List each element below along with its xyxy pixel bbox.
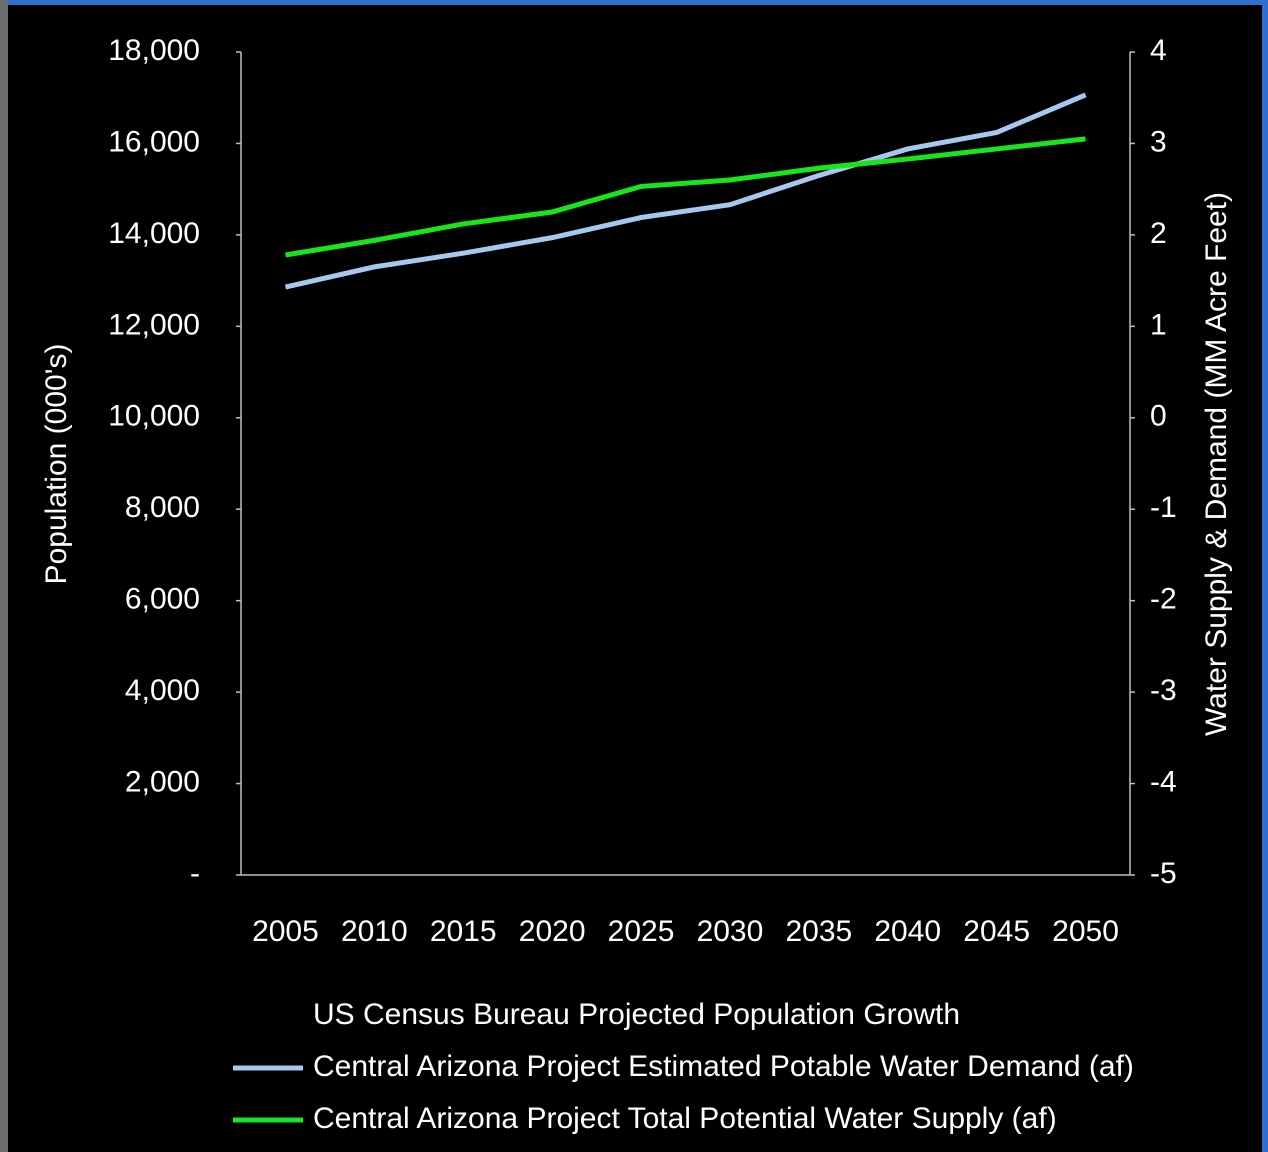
- x-tick-label: 2035: [785, 915, 852, 948]
- y-tick-label: 4,000: [125, 674, 200, 707]
- y-tick-label: 14,000: [108, 217, 200, 250]
- x-tick-label: 2015: [430, 915, 497, 948]
- y2-tick-label: -2: [1150, 583, 1177, 616]
- y2-tick-label: -5: [1150, 857, 1177, 890]
- frame-left: [0, 0, 8, 1152]
- y-tick-label: 10,000: [108, 400, 200, 433]
- y-tick-label: 2,000: [125, 765, 200, 798]
- y-tick-label: 18,000: [108, 34, 200, 67]
- y2-tick-label: 0: [1150, 400, 1167, 433]
- y-axis-label: Population (000's): [40, 344, 73, 585]
- x-tick-label: 2040: [874, 915, 941, 948]
- x-tick-label: 2030: [697, 915, 764, 948]
- series-line: [284, 92, 1087, 290]
- legend-label: US Census Bureau Projected Population Gr…: [313, 998, 960, 1031]
- x-tick-label: 2050: [1052, 915, 1119, 948]
- y-tick-label: 12,000: [108, 308, 200, 341]
- y2-tick-label: 1: [1150, 308, 1167, 341]
- y2-tick-label: 2: [1150, 217, 1167, 250]
- y2-tick-label: -3: [1150, 674, 1177, 707]
- x-tick-label: 2010: [341, 915, 408, 948]
- y2-tick-label: -4: [1150, 765, 1177, 798]
- y2-tick-label: 4: [1150, 34, 1167, 67]
- y2-axis-label: Water Supply & Demand (MM Acre Feet): [1200, 192, 1233, 736]
- y-tick-label: 6,000: [125, 583, 200, 616]
- frame-top: [0, 0, 1268, 5]
- y2-tick-label: -1: [1150, 491, 1177, 524]
- series-line: [285, 136, 1086, 258]
- x-tick-label: 2005: [252, 915, 319, 948]
- frame-right: [1262, 0, 1268, 1152]
- y2-tick-label: 3: [1150, 125, 1167, 158]
- legend-label: Central Arizona Project Total Potential …: [313, 1102, 1057, 1135]
- y-tick-label: 16,000: [108, 125, 200, 158]
- x-tick-label: 2025: [608, 915, 675, 948]
- x-tick-label: 2020: [519, 915, 586, 948]
- y-tick-label: -: [190, 857, 200, 890]
- legend-label: Central Arizona Project Estimated Potabl…: [313, 1050, 1134, 1083]
- y-tick-label: 8,000: [125, 491, 200, 524]
- x-tick-label: 2045: [963, 915, 1030, 948]
